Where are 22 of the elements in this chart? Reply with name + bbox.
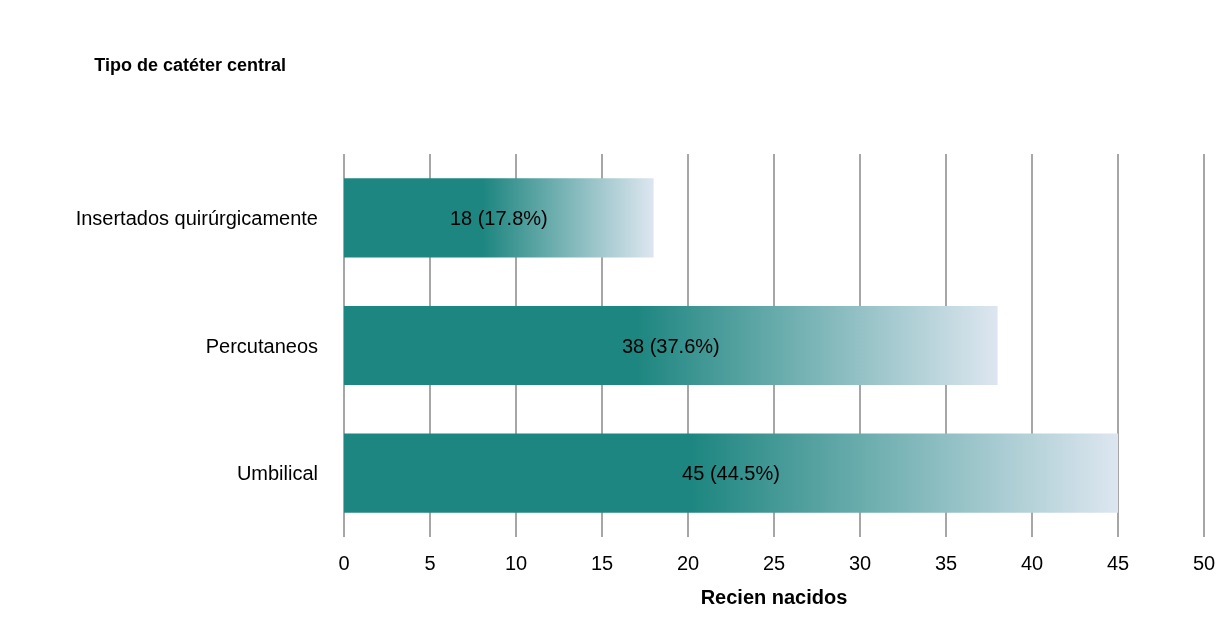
- data-label: 18 (17.8%): [449, 206, 548, 229]
- y-tick-label: Percutaneos: [205, 334, 318, 357]
- y-tick-label: Umbilical: [236, 462, 318, 485]
- bar: [344, 433, 1118, 513]
- x-tick-label: 0: [338, 552, 350, 574]
- y-tick-label: Insertados quirúrgicamente: [75, 206, 318, 229]
- x-tick-label: 50: [1192, 552, 1216, 574]
- data-label: 45 (44.5%): [682, 462, 780, 485]
- x-tick-label: 45: [1106, 552, 1130, 574]
- x-axis-title: Recien nacidos: [700, 586, 848, 608]
- data-label: 38 (37.6%): [621, 334, 720, 357]
- x-tick-label: 25: [762, 552, 786, 574]
- x-tick-label: 20: [676, 552, 700, 574]
- bar: [344, 305, 998, 386]
- y-axis-title: Tipo de catéter central: [94, 55, 286, 75]
- bar: [344, 178, 654, 258]
- x-tick-label: 30: [848, 552, 872, 574]
- x-tick-label: 10: [504, 552, 528, 574]
- x-tick-label: 5: [424, 552, 436, 574]
- x-tick-label: 35: [934, 552, 958, 574]
- x-tick-label: 40: [1020, 552, 1044, 574]
- x-tick-label: 15: [590, 552, 614, 574]
